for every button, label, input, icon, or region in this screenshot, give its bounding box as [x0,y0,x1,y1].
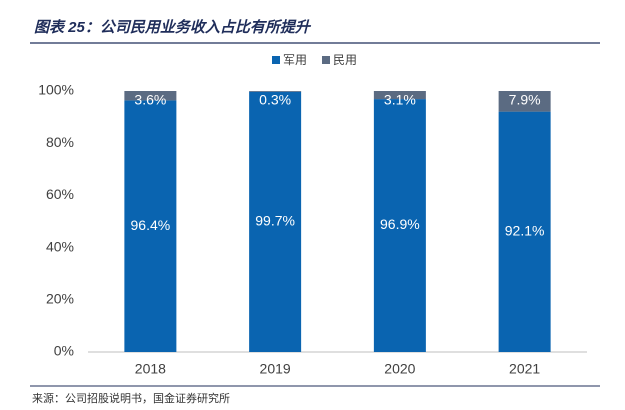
legend-label: 军用 [283,53,307,67]
data-label: 0.3% [259,92,291,108]
bar-segment [373,91,426,100]
bar-segment [498,91,551,112]
data-label: 3.1% [384,92,416,108]
y-tick-label: 60% [46,186,74,202]
bar-segment [249,91,302,353]
x-tick-label: 2018 [135,361,166,377]
data-label: 92.1% [505,223,545,239]
y-tick-label: 40% [46,238,74,254]
data-label: 99.7% [255,213,295,229]
y-tick-label: 80% [46,134,74,150]
legend-swatch [322,56,330,64]
legend-swatch [272,56,280,64]
bar-segment [124,100,177,352]
y-tick-label: 0% [54,343,74,359]
y-tick-label: 100% [38,82,74,98]
x-tick-label: 2019 [260,361,291,377]
data-label: 7.9% [509,92,541,108]
data-label: 3.6% [134,92,166,108]
x-tick-label: 2020 [384,361,415,377]
bar-segment [124,91,177,101]
chart-title: 图表 25：公司民用业务收入占比有所提升 [34,19,312,36]
bar-segment [498,111,551,352]
bar-segment [249,91,302,92]
data-label: 96.9% [380,216,420,232]
data-label: 96.4% [131,217,171,233]
x-tick-label: 2021 [509,361,540,377]
source: 来源：公司招股说明书，国金证券研究所 [32,391,230,405]
legend-label: 民用 [333,53,357,67]
bar-segment [373,99,426,352]
y-tick-label: 20% [46,291,74,307]
